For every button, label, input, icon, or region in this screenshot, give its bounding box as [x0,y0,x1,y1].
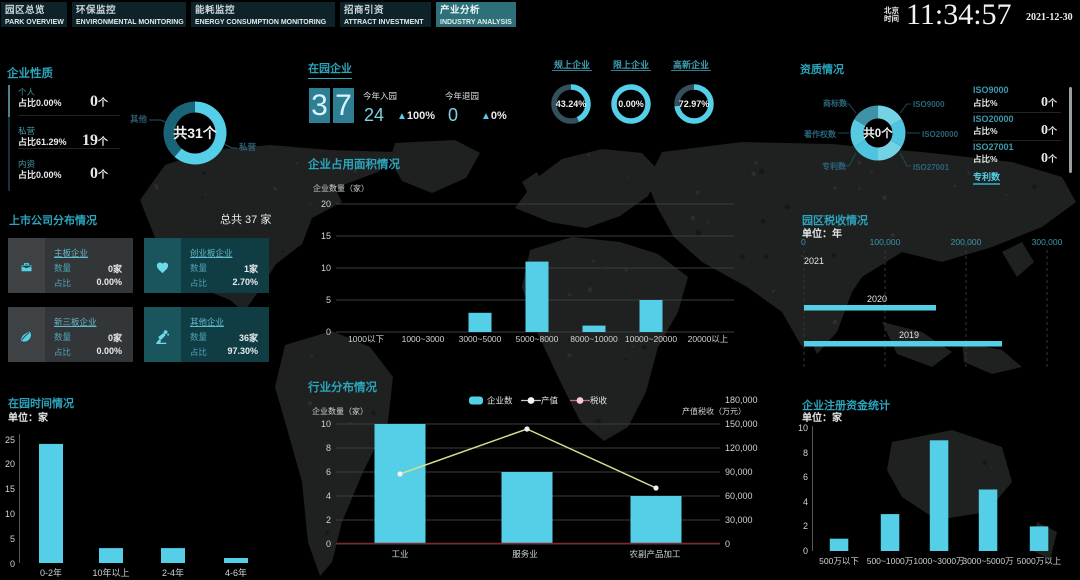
svg-text:43.24%: 43.24% [556,99,587,109]
svg-text:0: 0 [803,546,808,556]
svg-text:限上企业: 限上企业 [613,59,649,70]
svg-text:产值税收（万元）: 产值税收（万元） [682,406,746,416]
svg-text:0: 0 [326,539,331,549]
svg-text:4: 4 [326,491,331,501]
svg-text:2-4年: 2-4年 [162,567,184,578]
svg-text:3000~5000: 3000~5000 [459,334,502,344]
svg-text:100,000: 100,000 [870,237,901,247]
svg-text:著作权数: 著作权数 [803,129,837,139]
svg-text:0: 0 [801,237,806,247]
svg-text:商标数: 商标数 [823,98,848,108]
svg-text:2: 2 [803,521,808,531]
svg-text:300,000: 300,000 [1032,237,1063,247]
svg-text:4-6年: 4-6年 [225,567,247,578]
svg-text:ISO27001: ISO27001 [913,163,950,172]
svg-text:25: 25 [5,435,15,445]
svg-text:200,000: 200,000 [951,237,982,247]
svg-text:10: 10 [5,509,15,519]
svg-text:其他: 其他 [130,114,148,124]
svg-text:3000~5000万: 3000~5000万 [962,556,1013,566]
svg-text:8: 8 [803,448,808,458]
svg-text:5: 5 [10,534,15,544]
svg-text:5000万以上: 5000万以上 [1017,556,1062,566]
svg-text:2019: 2019 [899,330,919,340]
svg-text:60,000: 60,000 [725,491,753,501]
svg-text:私营: 私营 [238,142,257,152]
svg-text:10: 10 [798,423,808,433]
svg-text:6: 6 [326,467,331,477]
svg-text:90,000: 90,000 [725,467,753,477]
svg-text:10: 10 [321,263,331,273]
svg-text:1000以下: 1000以下 [348,334,384,344]
svg-text:15: 15 [5,484,15,494]
svg-text:高新企业: 高新企业 [673,59,709,70]
svg-text:1000~3000: 1000~3000 [402,334,445,344]
svg-text:共0个: 共0个 [863,126,893,140]
svg-text:0.00%: 0.00% [618,99,644,109]
svg-text:500~1000万: 500~1000万 [867,556,914,566]
svg-text:产值: 产值 [541,396,559,406]
svg-text:0: 0 [326,327,331,337]
svg-text:0-2年: 0-2年 [40,567,62,578]
svg-text:0: 0 [10,559,15,569]
svg-text:20000以上: 20000以上 [688,334,729,344]
svg-text:4: 4 [803,497,808,507]
svg-text:20: 20 [5,459,15,469]
svg-text:税收: 税收 [590,396,608,406]
svg-text:500万以下: 500万以下 [819,556,859,566]
svg-text:150,000: 150,000 [725,419,758,429]
svg-text:ISO20000: ISO20000 [922,130,959,139]
svg-text:服务业: 服务业 [512,549,538,559]
svg-text:企业数量（家）: 企业数量（家） [313,183,369,193]
svg-text:1000~3000万: 1000~3000万 [913,556,964,566]
svg-text:120,000: 120,000 [725,443,758,453]
svg-text:5: 5 [326,295,331,305]
svg-text:专利数: 专利数 [822,161,847,171]
svg-text:10年以上: 10年以上 [92,567,129,578]
svg-text:20: 20 [321,199,331,209]
svg-text:企业数: 企业数 [487,396,513,406]
svg-text:0: 0 [725,539,730,549]
svg-text:ISO9000: ISO9000 [913,100,945,109]
svg-text:规上企业: 规上企业 [554,59,590,70]
svg-text:农副产品加工: 农副产品加工 [629,549,681,559]
svg-text:10000~20000: 10000~20000 [625,334,678,344]
svg-text:5000~8000: 5000~8000 [516,334,559,344]
svg-text:共31个: 共31个 [173,125,218,141]
svg-text:2: 2 [326,515,331,525]
svg-text:8: 8 [326,443,331,453]
svg-text:8000~10000: 8000~10000 [570,334,618,344]
svg-text:2020: 2020 [867,294,887,304]
svg-text:工业: 工业 [391,549,408,559]
svg-text:企业数量（家）: 企业数量（家） [312,406,368,416]
svg-text:72.97%: 72.97% [679,99,710,109]
svg-text:30,000: 30,000 [725,515,753,525]
svg-text:10: 10 [321,419,331,429]
svg-text:15: 15 [321,231,331,241]
svg-text:2021: 2021 [804,256,824,266]
svg-text:6: 6 [803,472,808,482]
svg-text:180,000: 180,000 [725,395,758,405]
